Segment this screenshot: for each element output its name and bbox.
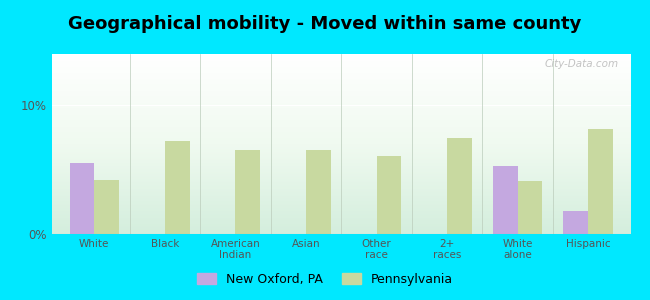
Text: City-Data.com: City-Data.com <box>545 59 619 69</box>
Bar <box>165 141 190 234</box>
Bar <box>306 150 331 234</box>
Bar <box>94 180 119 234</box>
Bar <box>235 150 260 234</box>
Bar <box>517 181 542 234</box>
Bar <box>376 156 401 234</box>
Legend: New Oxford, PA, Pennsylvania: New Oxford, PA, Pennsylvania <box>192 268 458 291</box>
Text: Geographical mobility - Moved within same county: Geographical mobility - Moved within sam… <box>68 15 582 33</box>
Bar <box>70 163 94 234</box>
Bar <box>564 211 588 234</box>
Bar <box>588 129 613 234</box>
Bar <box>493 166 517 234</box>
Bar <box>447 138 472 234</box>
